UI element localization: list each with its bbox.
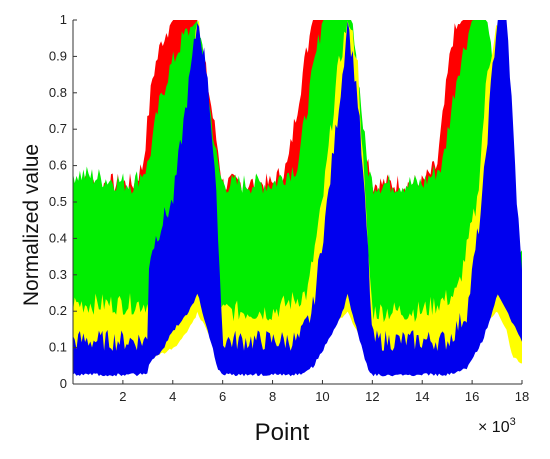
y-tick-label-0.4: 0.4 bbox=[49, 230, 67, 245]
y-tick-label-0.7: 0.7 bbox=[49, 121, 67, 136]
y-axis-label: Normalized value bbox=[20, 144, 43, 306]
y-tick-label-0.3: 0.3 bbox=[49, 267, 67, 282]
x-tick-label-2: 2 bbox=[119, 389, 126, 404]
x-tick-label-4: 4 bbox=[169, 389, 176, 404]
y-tick-label-0: 0 bbox=[60, 376, 67, 391]
x-tick-label-18: 18 bbox=[515, 389, 529, 404]
x-multiplier-exponent: 3 bbox=[510, 416, 516, 428]
y-tick-label-0.1: 0.1 bbox=[49, 340, 67, 355]
x-multiplier-base: × 10 bbox=[478, 419, 510, 436]
x-axis-label: Point bbox=[255, 419, 310, 446]
x-tick-label-8: 8 bbox=[269, 389, 276, 404]
series-band-3 bbox=[73, 20, 522, 377]
x-tick-label-16: 16 bbox=[465, 389, 479, 404]
y-tick-label-0.6: 0.6 bbox=[49, 158, 67, 173]
x-tick-label-10: 10 bbox=[315, 389, 329, 404]
x-tick-label-12: 12 bbox=[365, 389, 379, 404]
y-tick-label-0.5: 0.5 bbox=[49, 194, 67, 209]
x-tick-label-14: 14 bbox=[415, 389, 429, 404]
y-tick-label-0.9: 0.9 bbox=[49, 48, 67, 63]
y-tick-label-0.8: 0.8 bbox=[49, 85, 67, 100]
series-bands bbox=[73, 20, 522, 377]
y-tick-label-0.2: 0.2 bbox=[49, 303, 67, 318]
ticks: 2 4 6 8 10 12 14 16 18 0 0.1 0.2 0.3 0.4 0.5 0.6 0.7 0.8 0… bbox=[49, 12, 529, 404]
x-tick-label-6: 6 bbox=[219, 389, 226, 404]
x-multiplier-label: × 103 bbox=[478, 416, 516, 436]
y-tick-label-1: 1 bbox=[60, 12, 67, 27]
